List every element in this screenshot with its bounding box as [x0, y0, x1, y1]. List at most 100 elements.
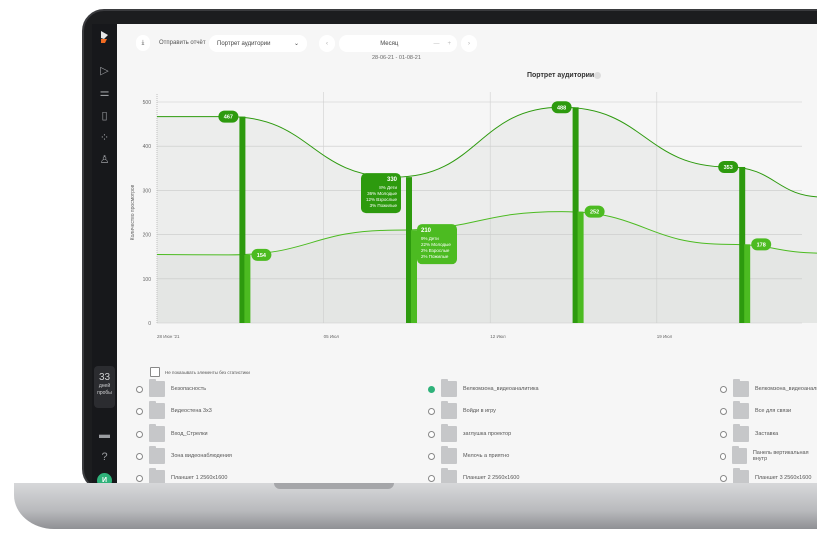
folder-icon: [441, 446, 457, 464]
plus-icon[interactable]: +: [447, 40, 451, 47]
folder-icon: [733, 424, 749, 442]
y-tick-label: 0: [148, 321, 151, 327]
radio-button[interactable]: [136, 385, 143, 393]
report-select[interactable]: Портрет аудитории ⌄: [209, 35, 307, 52]
data-label: 467: [224, 115, 233, 121]
period-value: Месяц: [380, 40, 399, 47]
radio-button[interactable]: [720, 430, 727, 438]
list-item[interactable]: Все для связи: [720, 401, 792, 419]
sidebar: ▷ ⚌ ▯ ⁘ ♙ 33 дней пробы ▬ ? И: [92, 24, 117, 483]
list-item[interactable]: Зона видеонаблюдения: [136, 446, 232, 464]
avatar[interactable]: И: [97, 473, 112, 483]
hide-empty-checkbox[interactable]: [150, 367, 160, 377]
list-item[interactable]: Планшет 1 2560х1600: [136, 468, 228, 483]
send-report-button[interactable]: Отправить отчёт: [159, 40, 206, 46]
folder-icon: [149, 468, 165, 483]
data-label: 252: [590, 210, 599, 216]
bar-lower: [577, 211, 584, 323]
radio-button[interactable]: [720, 385, 727, 393]
radio-button[interactable]: [136, 474, 143, 482]
monitor-icon[interactable]: ▬: [99, 429, 110, 441]
minus-icon[interactable]: —: [433, 40, 440, 47]
item-label: Зона видеонаблюдения: [171, 453, 232, 459]
list-item[interactable]: Мелочь а приятно: [428, 446, 509, 464]
item-label: Безопасность: [171, 386, 207, 392]
series-line: [156, 211, 817, 256]
x-tick-label: 28 Июн '21: [157, 334, 180, 339]
data-label-bubble: [584, 205, 605, 218]
trial-badge[interactable]: 33 дней пробы: [94, 366, 115, 408]
trial-days: 33: [98, 372, 111, 383]
radio-button[interactable]: [428, 385, 435, 393]
user-icon[interactable]: ♙: [99, 154, 110, 166]
item-label: Все для связи: [755, 408, 792, 414]
play-icon[interactable]: ▷: [100, 65, 109, 77]
y-tick-label: 500: [143, 100, 152, 106]
folder-icon: [441, 468, 457, 483]
list-item[interactable]: Вход_Стрелки: [136, 424, 208, 442]
list-item[interactable]: Заставка: [720, 424, 778, 442]
list-item[interactable]: Планшет 2 2560х1600: [428, 468, 519, 483]
document-icon[interactable]: ▯: [101, 110, 108, 122]
tooltip-value: 330: [387, 177, 398, 183]
radio-button[interactable]: [428, 407, 435, 415]
list-item[interactable]: Велкомзона_видеоаналитика: [720, 379, 817, 397]
list-item[interactable]: Панель вертикальная внутр: [720, 446, 817, 464]
y-axis-label: Количество просмотров: [130, 184, 136, 240]
loading-icon[interactable]: ⁘: [99, 132, 110, 144]
radio-button[interactable]: [136, 407, 143, 415]
y-tick-label: 200: [143, 233, 152, 239]
download-icon[interactable]: ⤓: [136, 35, 150, 51]
prev-period-button[interactable]: ‹: [319, 35, 335, 52]
radio-button[interactable]: [720, 407, 727, 415]
period-select[interactable]: Месяц — +: [339, 35, 457, 52]
tooltip-line: 36% Молодые: [367, 191, 397, 196]
list-item[interactable]: Войди в игру: [428, 401, 496, 419]
tooltip-line: 2% Взрослые: [421, 248, 450, 253]
x-tick-label: 12 Июл: [490, 334, 506, 339]
filter-icon[interactable]: ⚌: [99, 87, 110, 99]
radio-button[interactable]: [428, 452, 435, 460]
help-icon[interactable]: ?: [101, 451, 108, 463]
bar-upper: [406, 177, 412, 323]
next-period-button[interactable]: ›: [461, 35, 477, 52]
logo[interactable]: [98, 30, 111, 43]
info-icon[interactable]: [594, 72, 601, 79]
radio-button[interactable]: [136, 430, 143, 438]
tooltip-value: 210: [421, 228, 432, 234]
folder-icon: [149, 401, 165, 419]
folder-icon: [733, 401, 749, 419]
item-label: Панель вертикальная внутр: [752, 450, 809, 462]
item-label: Планшет 1 2560х1600: [171, 475, 228, 481]
list-item[interactable]: заглушка проектор: [428, 424, 511, 442]
hide-empty-label: Не показывать элементы без статистики: [165, 370, 250, 375]
trial-label: дней пробы: [97, 383, 112, 396]
series-area: [157, 211, 817, 323]
radio-button[interactable]: [428, 474, 435, 482]
list-item[interactable]: Безопасность: [136, 379, 207, 397]
bar-upper: [239, 116, 246, 323]
item-label: Велкомзона_видеоаналитика: [463, 386, 539, 392]
x-tick-label: 05 Июл: [324, 334, 340, 339]
tooltip: [417, 224, 457, 265]
chart: 0 100 200 300 400 500 28 Июн '21 05 Июл 12 Июл 19…: [130, 92, 817, 339]
chevron-down-icon: ⌄: [293, 41, 299, 47]
radio-button[interactable]: [428, 430, 435, 438]
list-item[interactable]: Видеостена 3х3: [136, 401, 212, 419]
data-label-bubble: [751, 238, 772, 251]
bar-upper: [739, 166, 746, 323]
list-item[interactable]: Велкомзона_видеоаналитика: [428, 379, 539, 397]
radio-button[interactable]: [720, 452, 727, 460]
chart-title: Портрет аудитории: [527, 72, 595, 79]
date-range: 28-06-21 - 01-08-21: [372, 55, 421, 61]
y-tick-label: 400: [143, 144, 152, 150]
radio-button[interactable]: [136, 452, 143, 460]
radio-button[interactable]: [720, 474, 727, 482]
tooltip: [361, 173, 401, 214]
data-label: 488: [557, 105, 566, 111]
folder-icon: [149, 379, 165, 397]
list-item[interactable]: Планшет 3 2560х1600: [720, 468, 811, 483]
folder-icon: [732, 446, 747, 464]
data-label-bubble: [251, 248, 272, 261]
tooltip-line: 2% Пожилые: [421, 254, 449, 259]
